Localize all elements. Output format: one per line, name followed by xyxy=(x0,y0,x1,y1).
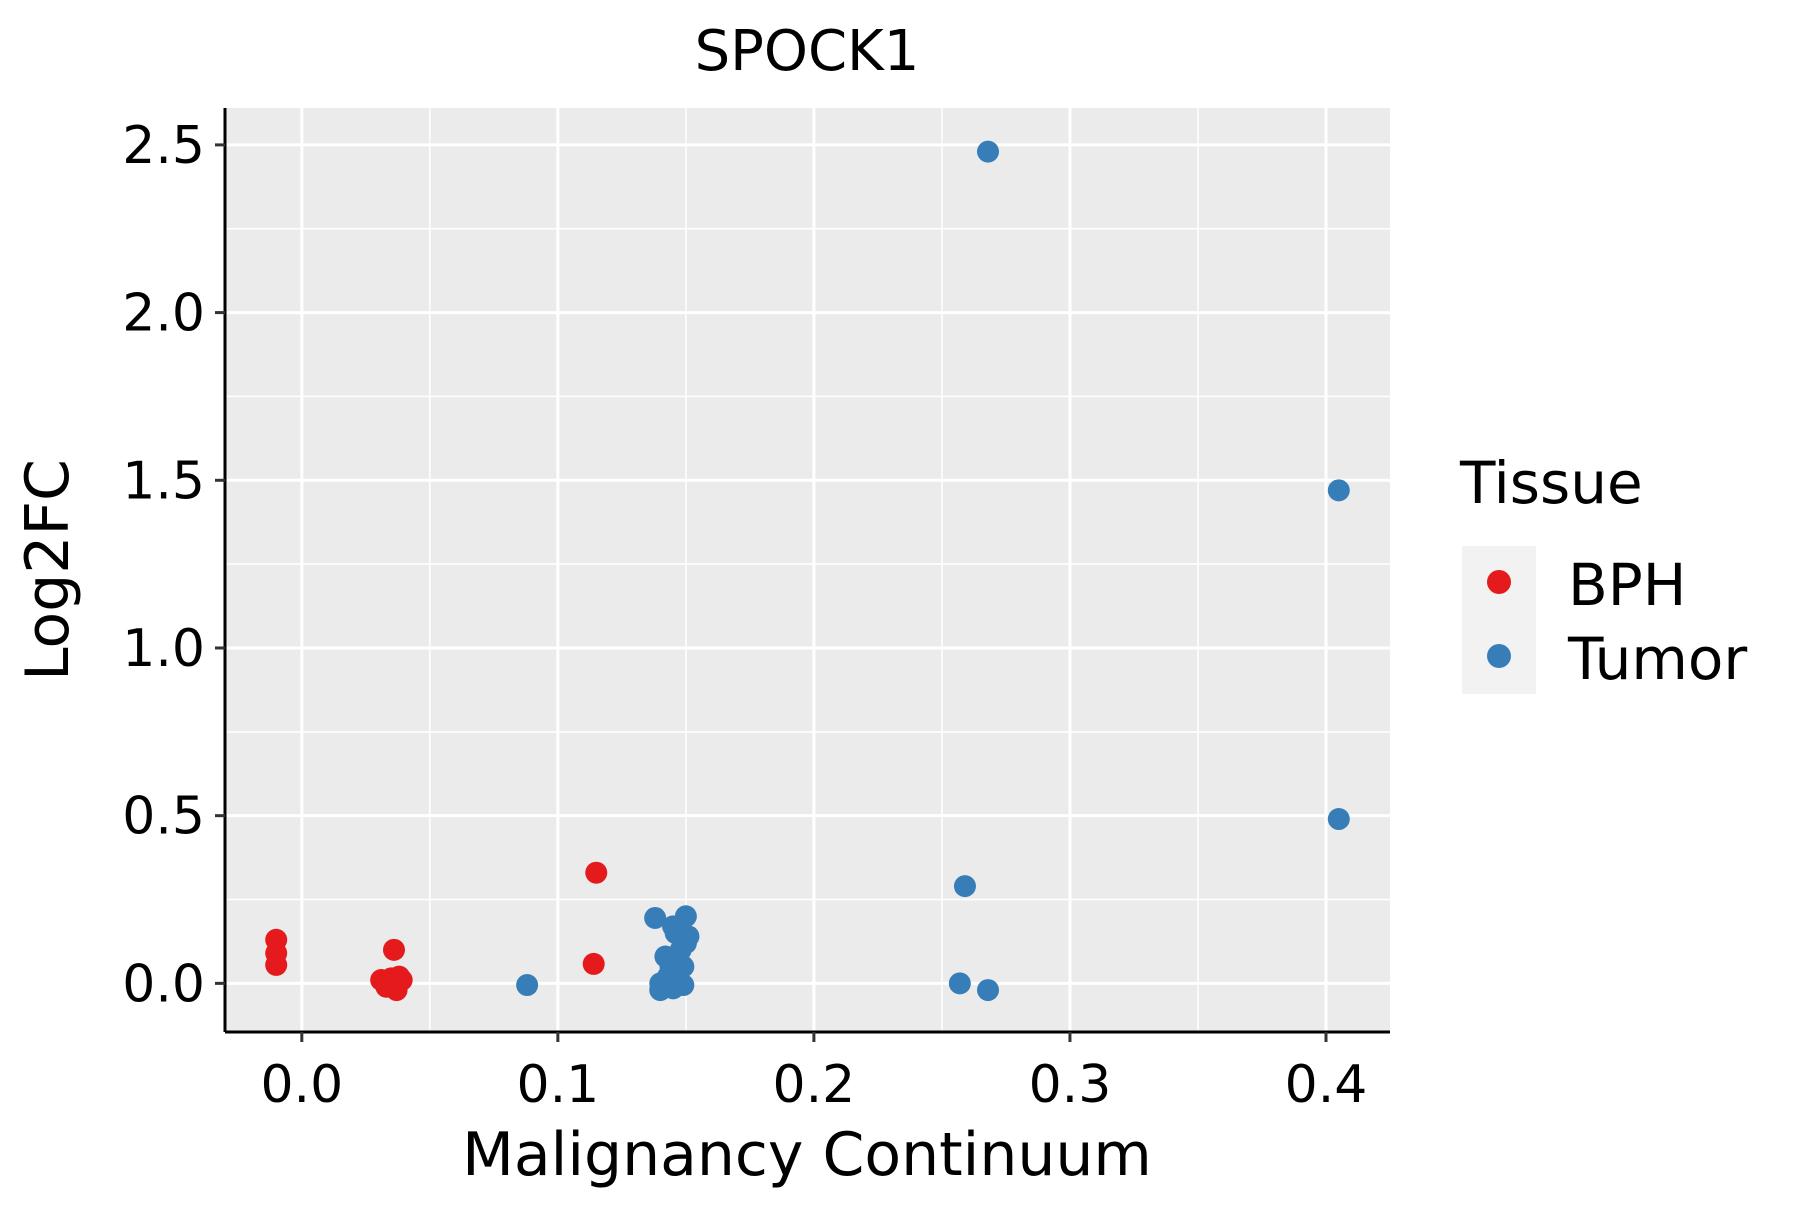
point-tumor xyxy=(672,955,695,978)
y-axis-title: Log2FC xyxy=(13,459,83,681)
legend-key-bph xyxy=(1487,570,1511,594)
point-tumor xyxy=(672,974,695,997)
y-tick-label: 1.0 xyxy=(122,619,205,679)
point-tumor xyxy=(516,974,539,997)
legend-title: Tissue xyxy=(1459,449,1643,517)
point-bph xyxy=(582,952,605,975)
data-points xyxy=(265,140,1350,1002)
point-tumor xyxy=(674,905,697,928)
point-tumor xyxy=(953,875,976,898)
x-axis-title: Malignancy Continuum xyxy=(462,1120,1152,1190)
x-axis-ticks: 0.0 0.1 0.2 0.3 0.4 xyxy=(260,1032,1367,1115)
legend: Tissue BPH Tumor xyxy=(1459,449,1747,694)
y-tick-label: 2.5 xyxy=(122,116,205,176)
legend-label-bph: BPH xyxy=(1568,551,1686,619)
chart-title: SPOCK1 xyxy=(695,19,920,84)
point-bph xyxy=(382,938,405,961)
y-tick-label: 1.5 xyxy=(122,451,205,511)
x-tick-label: 0.4 xyxy=(1285,1055,1368,1115)
point-tumor xyxy=(977,140,1000,163)
point-tumor xyxy=(644,906,667,929)
point-tumor xyxy=(948,972,971,995)
legend-keys-background xyxy=(1462,546,1536,694)
x-tick-label: 0.2 xyxy=(773,1055,856,1115)
point-bph xyxy=(390,969,413,992)
y-tick-label: 2.0 xyxy=(122,284,205,344)
x-tick-label: 0.1 xyxy=(517,1055,600,1115)
plot-panel xyxy=(225,108,1390,1032)
legend-key-tumor xyxy=(1487,644,1511,668)
legend-label-tumor: Tumor xyxy=(1567,625,1747,693)
x-tick-label: 0.0 xyxy=(260,1055,343,1115)
x-tick-label: 0.3 xyxy=(1029,1055,1112,1115)
y-axis-ticks: 0.0 0.5 1.0 1.5 2.0 2.5 xyxy=(122,116,225,1014)
point-tumor xyxy=(677,925,700,948)
grid-minor xyxy=(225,108,1390,1032)
y-tick-label: 0.5 xyxy=(122,787,205,847)
point-bph xyxy=(265,953,288,976)
point-tumor xyxy=(1327,479,1350,502)
y-tick-label: 0.0 xyxy=(122,954,205,1014)
grid-major xyxy=(225,108,1390,1032)
point-tumor xyxy=(977,979,1000,1002)
point-bph xyxy=(585,861,608,884)
point-tumor xyxy=(1327,808,1350,831)
